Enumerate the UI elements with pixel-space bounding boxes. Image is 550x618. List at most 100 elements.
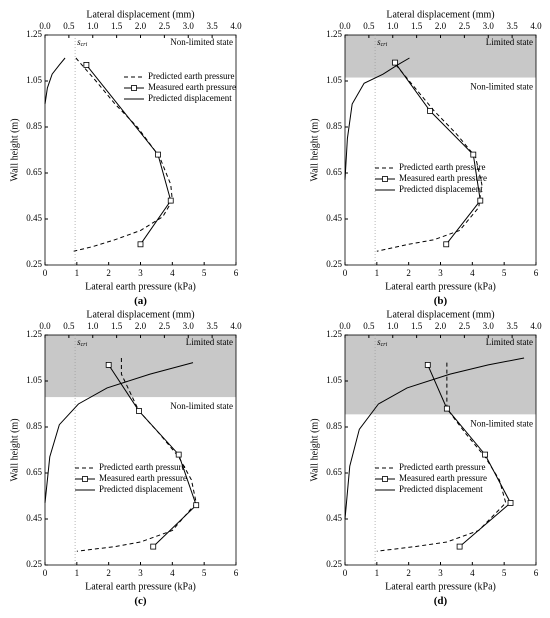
x-tick-label: 2 (106, 568, 111, 578)
panel-label: (b) (434, 295, 448, 307)
series-line (344, 57, 410, 180)
x2-tick-label: 0.0 (39, 321, 51, 331)
x2-tick-label: 1.0 (387, 321, 399, 331)
x2-tick-label: 4.0 (230, 21, 242, 31)
y-tick-label: 0.85 (26, 421, 42, 431)
y-tick-label: 0.45 (26, 513, 42, 523)
y-tick-label: 0.25 (326, 259, 342, 269)
x2-tick-label: 3.0 (483, 321, 495, 331)
reference-subscript: cri (381, 42, 388, 48)
y-tick-label: 1.05 (326, 75, 342, 85)
series-line (344, 357, 525, 520)
reference-subscript: cri (381, 342, 388, 348)
legend-label: Predicted earth pressure (99, 462, 185, 472)
legend-label: Predicted displacement (148, 93, 232, 103)
x2-tick-label: 1.5 (111, 21, 123, 31)
x-axis-title: Lateral earth pressure (kPa) (385, 281, 496, 292)
panel-label: (a) (134, 295, 147, 307)
y-tick-label: 0.45 (326, 513, 342, 523)
series-line (76, 358, 197, 552)
y-tick-label: 0.85 (326, 421, 342, 431)
non-limited-label: Non-limited state (470, 418, 533, 428)
non-limited-label: Non-limited state (170, 37, 233, 47)
y-tick-label: 0.65 (26, 167, 42, 177)
legend-marker (82, 476, 88, 482)
y-tick-label: 0.45 (26, 213, 42, 223)
x2-tick-label: 0.0 (39, 21, 51, 31)
x2-tick-label: 2.0 (135, 21, 147, 31)
x2-tick-label: 2.5 (159, 321, 171, 331)
y-axis-title: Wall height (m) (309, 118, 320, 181)
x-tick-label: 0 (43, 568, 48, 578)
x2-tick-label: 1.0 (387, 21, 399, 31)
x-tick-label: 6 (534, 268, 539, 278)
reference-subscript: cri (81, 42, 88, 48)
reference-symbol: s (377, 337, 381, 347)
y-tick-label: 0.85 (326, 121, 342, 131)
legend-label: Predicted displacement (399, 184, 483, 194)
legend-label: Predicted earth pressure (148, 71, 234, 81)
x-tick-label: 5 (202, 268, 207, 278)
data-point (427, 108, 433, 114)
x-axis-title: Lateral earth pressure (kPa) (385, 581, 496, 592)
panel-label-text: (d) (434, 595, 448, 607)
limited-zone (345, 335, 536, 415)
y-tick-label: 1.25 (326, 29, 342, 39)
x-axis-title: Lateral earth pressure (kPa) (85, 581, 196, 592)
x2-axis-title: Lateral displacement (mm) (386, 309, 494, 320)
x-tick-label: 1 (375, 268, 380, 278)
legend-marker (382, 476, 388, 482)
legend-label: Measured earth pressure (148, 82, 236, 92)
x2-tick-label: 4.0 (530, 321, 542, 331)
legend-label: Predicted displacement (99, 484, 183, 494)
reference-label: scri (377, 37, 388, 48)
panel-label: (d) (434, 595, 448, 607)
x2-axis-title: Lateral displacement (mm) (386, 9, 494, 20)
legend-label: Predicted displacement (399, 484, 483, 494)
y-tick-label: 1.05 (26, 75, 42, 85)
x-tick-label: 1 (75, 568, 80, 578)
x-tick-label: 1 (375, 568, 380, 578)
data-point (507, 499, 514, 506)
x2-tick-label: 4.0 (530, 21, 542, 31)
x-tick-label: 4 (470, 568, 475, 578)
x2-tick-label: 3.0 (183, 321, 195, 331)
x2-tick-label: 2.5 (459, 321, 471, 331)
data-point (392, 59, 398, 66)
x2-tick-label: 1.5 (111, 321, 123, 331)
series-line (376, 64, 483, 252)
x2-tick-label: 2.0 (435, 321, 447, 331)
x2-tick-label: 0.0 (339, 21, 351, 31)
limited-zone (45, 335, 236, 398)
data-point (105, 361, 112, 368)
data-point (83, 62, 90, 68)
x-tick-label: 4 (170, 568, 175, 578)
x-tick-label: 3 (138, 568, 143, 578)
x-tick-label: 6 (234, 268, 239, 278)
series-line (44, 362, 194, 503)
limited-label: Limited state (486, 337, 533, 347)
x2-tick-label: 1.0 (87, 21, 99, 31)
legend-marker (382, 176, 388, 182)
limited-zone (345, 35, 536, 78)
non-limited-label: Non-limited state (470, 82, 533, 92)
x2-tick-label: 3.5 (507, 21, 519, 31)
x-tick-label: 2 (106, 268, 111, 278)
x2-tick-label: 3.0 (483, 21, 495, 31)
x-tick-label: 5 (502, 568, 507, 578)
reference-symbol: s (77, 37, 81, 47)
y-tick-label: 0.65 (326, 167, 342, 177)
x2-tick-label: 4.0 (230, 321, 242, 331)
data-point (167, 197, 174, 204)
data-point (193, 502, 200, 509)
reference-symbol: s (77, 337, 81, 347)
x2-tick-label: 0.5 (63, 21, 75, 31)
non-limited-label: Non-limited state (170, 401, 233, 411)
x-tick-label: 2 (406, 268, 411, 278)
data-point (137, 241, 144, 248)
y-tick-label: 0.45 (326, 213, 342, 223)
reference-symbol: s (377, 37, 381, 47)
panel-label-text: (a) (134, 295, 147, 307)
series-line (44, 57, 66, 105)
